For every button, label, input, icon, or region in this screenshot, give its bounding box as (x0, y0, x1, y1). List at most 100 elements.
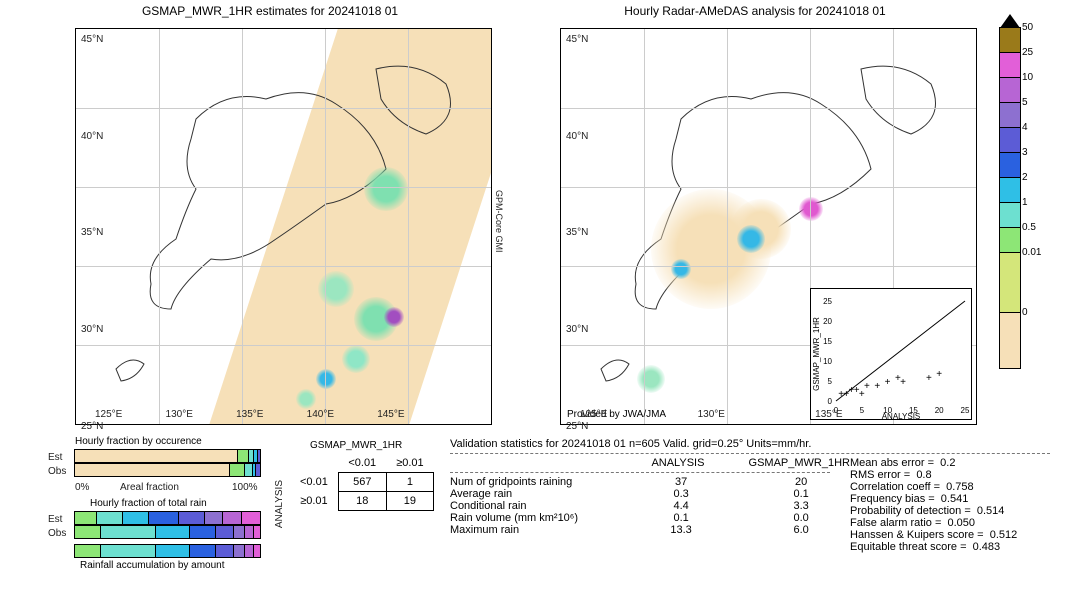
map-left-title: GSMAP_MWR_1HR estimates for 20241018 01 (60, 4, 480, 18)
bar-segment (234, 526, 245, 538)
val-row-label: Conditional rain (450, 500, 610, 512)
xtick: 130°E (166, 409, 193, 420)
validation-side-row: Frequency bias = 0.541 (850, 493, 1050, 505)
precip-blob (637, 365, 665, 393)
bar-segment (216, 526, 235, 538)
bar-segment (245, 545, 254, 557)
val-row-label: Num of gridpoints raining (450, 476, 610, 488)
bar-segment (254, 545, 260, 557)
bar-segment (205, 512, 224, 524)
ytick: 25°N (81, 421, 103, 432)
val-row-a: 0.1 (650, 512, 712, 524)
svg-text:20: 20 (823, 317, 832, 326)
xtick: 140°E (307, 409, 334, 420)
validation-row: Maximum rain13.36.0 (450, 524, 850, 536)
bar-segment (75, 545, 101, 557)
est-label-2: Est (48, 514, 62, 525)
contingency-table: <0.01≥0.01 <0.01 567 1 ≥0.01 18 19 (290, 454, 434, 511)
colorbar-label: 0.5 (1022, 222, 1036, 233)
validation-side-row: Probability of detection = 0.514 (850, 505, 1050, 517)
ct-cell-10: 18 (338, 492, 386, 511)
xtick: 125°E (580, 409, 607, 420)
ct-cell-01: 1 (386, 473, 433, 492)
validation-row: Num of gridpoints raining3720 (450, 476, 850, 488)
validation-side-row: RMS error = 0.8 (850, 469, 1050, 481)
est-label-1: Est (48, 452, 62, 463)
contingency-row-header: ANALYSIS (274, 480, 285, 528)
precip-blob (318, 271, 354, 307)
validation-side-row: Hanssen & Kuipers score = 0.512 (850, 529, 1050, 541)
precip-blob (737, 225, 765, 253)
svg-text:GSMAP_MWR_1HR: GSMAP_MWR_1HR (812, 317, 821, 391)
map-left-panel (75, 28, 492, 425)
validation-header: Validation statistics for 20241018 01 n=… (450, 438, 1050, 450)
bar-segment (101, 545, 157, 557)
ytick: 45°N (81, 34, 103, 45)
svg-text:15: 15 (823, 337, 832, 346)
bar-segment (238, 450, 249, 462)
svg-text:+: + (900, 377, 906, 388)
ytick: 30°N (566, 324, 588, 335)
rainfall-accum-bar (75, 545, 260, 557)
bar-segment (223, 512, 242, 524)
colorbar-segment (1000, 78, 1020, 103)
bar-segment (97, 512, 123, 524)
svg-text:+: + (874, 381, 880, 392)
val-row-b: 0.0 (752, 512, 850, 524)
val-row-a: 4.4 (650, 500, 712, 512)
ct-cell-11: 19 (386, 492, 433, 511)
svg-text:5: 5 (860, 406, 865, 415)
bar-segment (190, 545, 216, 557)
bar-segment (190, 526, 216, 538)
validation-side-stats: Mean abs error = 0.2RMS error = 0.8Corre… (850, 457, 1050, 553)
bar-segment (230, 464, 245, 476)
colorbar-label: 3 (1022, 147, 1028, 158)
bar-segment (75, 526, 101, 538)
xmin-label: 0% (75, 482, 89, 493)
validation-side-row: Equitable threat score = 0.483 (850, 541, 1050, 553)
bar-segment (216, 545, 235, 557)
bar-segment (179, 512, 205, 524)
validation-row: Rain volume (mm km²10⁶) 0.1 0.0 (450, 512, 850, 524)
colorbar-label: 4 (1022, 122, 1028, 133)
validation-row: Average rain0.30.1 (450, 488, 850, 500)
frac-title-1: Hourly fraction by occurence (75, 436, 202, 447)
bar-segment (75, 450, 238, 462)
svg-text:+: + (936, 369, 942, 380)
ct-col-1: ≥0.01 (386, 454, 433, 473)
ytick: 25°N (566, 421, 588, 432)
precip-blob (364, 167, 408, 211)
frac-title-2: Hourly fraction of total rain (90, 498, 207, 509)
page-root: GSMAP_MWR_1HR estimates for 20241018 01 … (0, 0, 1080, 612)
ct-row-0: <0.01 (290, 473, 338, 492)
val-col-1: GSMAP_MWR_1HR (749, 457, 850, 469)
colorbar-segment (1000, 203, 1020, 228)
validation-side-row: Mean abs error = 0.2 (850, 457, 1050, 469)
colorbar-label: 10 (1022, 72, 1033, 83)
svg-text:25: 25 (823, 297, 832, 306)
ytick: 30°N (81, 324, 103, 335)
val-col-0: ANALYSIS (647, 457, 708, 469)
bar-segment (254, 526, 260, 538)
validation-row: Conditional rain4.43.3 (450, 500, 850, 512)
svg-text:+: + (864, 381, 870, 392)
xmax-label: 100% (232, 482, 258, 493)
colorbar-label: 25 (1022, 47, 1033, 58)
val-row-b: 0.1 (752, 488, 850, 500)
val-row-label: Maximum rain (450, 524, 610, 536)
svg-text:5: 5 (828, 377, 833, 386)
bar-segment (156, 545, 189, 557)
svg-text:0: 0 (828, 397, 833, 406)
val-row-label: Rain volume (mm km²10⁶) (450, 512, 610, 524)
frac-title-3: Rainfall accumulation by amount (80, 560, 225, 571)
colorbar-segment (1000, 128, 1020, 153)
bar-segment (245, 464, 252, 476)
colorbar-label: 5 (1022, 97, 1028, 108)
bar-segment (101, 526, 157, 538)
precip-blob (296, 389, 316, 409)
map-left-side-label: GPM-Core GMI (494, 190, 504, 253)
val-row-label: Average rain (450, 488, 610, 500)
bar-segment (256, 464, 260, 476)
colorbar-segment (1000, 313, 1020, 368)
colorbar-segment (1000, 153, 1020, 178)
